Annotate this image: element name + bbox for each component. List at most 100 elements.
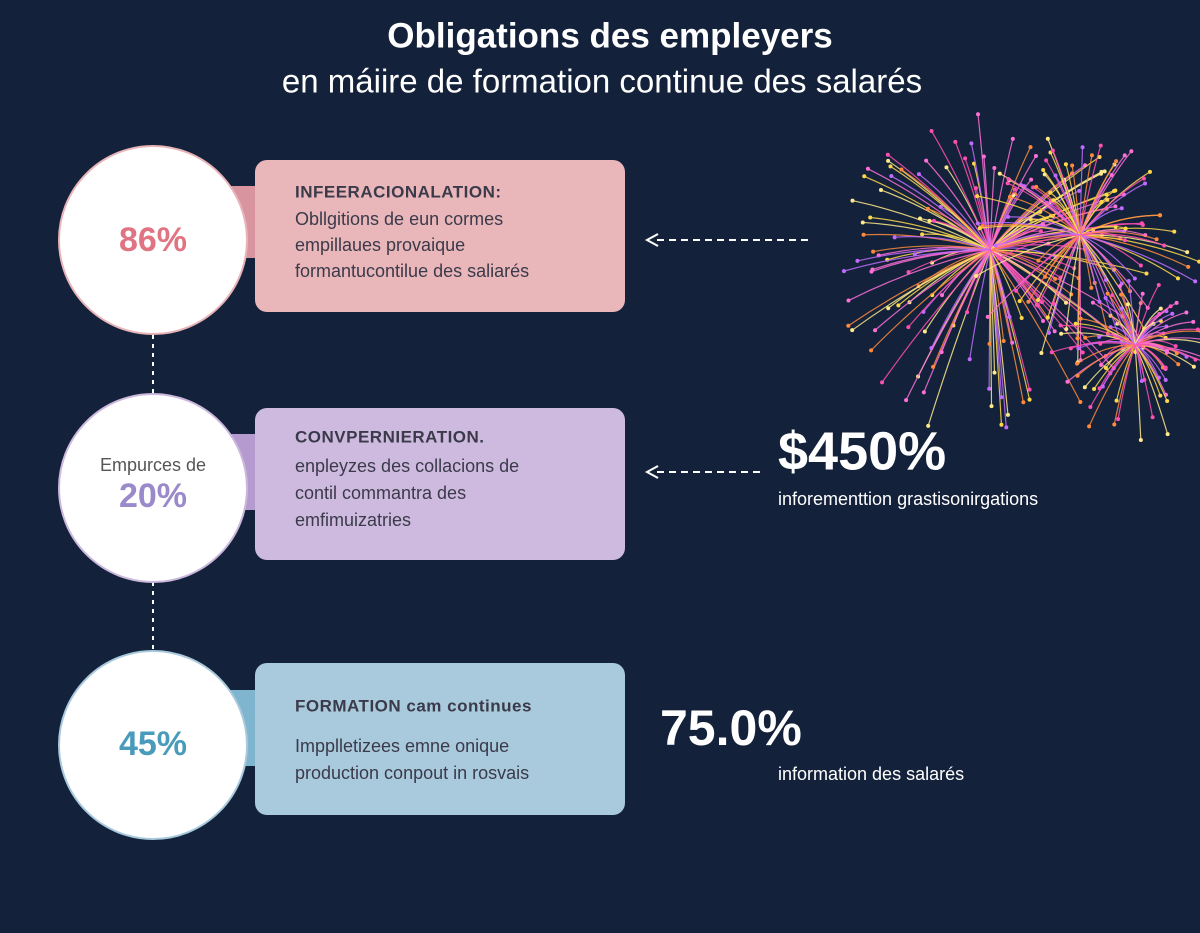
firework-ray — [1134, 321, 1194, 346]
stat-label: information des salarés — [778, 764, 964, 784]
firework-spark — [931, 218, 936, 223]
firework-spark — [1110, 293, 1115, 298]
firework-spark — [1185, 250, 1190, 255]
firework-spark — [1027, 387, 1032, 392]
firework-spark — [1138, 263, 1143, 268]
firework-spark — [1174, 300, 1179, 305]
firework-spark — [931, 364, 936, 369]
firework-spark — [1006, 214, 1011, 219]
firework-spark — [939, 350, 944, 355]
firework-ray — [989, 138, 1014, 251]
firework-spark — [1026, 299, 1031, 304]
firework-spark — [1117, 284, 1122, 289]
firework-ray — [1060, 324, 1136, 346]
firework-spark — [1033, 154, 1038, 159]
firework-ray — [1079, 234, 1196, 282]
firework-spark — [1039, 351, 1044, 356]
firework-ray — [1007, 182, 1081, 236]
firework-spark — [1068, 346, 1073, 351]
circle-value: 86% — [119, 221, 187, 259]
stat-value: 75.0% — [660, 700, 802, 756]
firework-spark — [1099, 363, 1104, 368]
arrow-head — [644, 233, 659, 247]
firework-spark — [992, 370, 997, 375]
firework-spark — [1007, 314, 1012, 319]
firework-ray — [1061, 332, 1136, 346]
firework-ray — [1015, 234, 1081, 292]
firework-spark — [1114, 159, 1119, 164]
firework-spark — [1114, 398, 1119, 403]
firework-ray — [1079, 147, 1084, 236]
firework-spark — [1098, 341, 1103, 346]
card — [255, 160, 625, 312]
firework-spark — [1050, 148, 1055, 153]
firework-spark — [846, 298, 851, 303]
firework-ray — [989, 249, 1038, 306]
card-line: Impplletizees emne onique — [295, 736, 509, 756]
firework-spark — [886, 158, 891, 163]
firework-spark — [1195, 327, 1200, 332]
firework-spark — [1065, 379, 1070, 384]
firework-spark — [1040, 222, 1045, 227]
firework-spark — [944, 165, 949, 170]
circle-label: Empurces de — [100, 455, 206, 475]
firework-ray — [1134, 339, 1176, 347]
firework-spark — [920, 232, 925, 237]
firework-ray — [976, 195, 1081, 236]
firework-spark — [1021, 400, 1026, 405]
firework-ray — [1052, 234, 1081, 304]
firework-spark — [1083, 335, 1088, 340]
firework-ray — [1079, 234, 1200, 263]
firework-spark — [906, 325, 911, 330]
circle — [58, 145, 248, 335]
firework-spark — [1038, 209, 1043, 214]
firework-spark — [1176, 362, 1181, 367]
firework-spark — [1087, 424, 1092, 429]
firework-spark — [1014, 288, 1019, 293]
firework-ray — [989, 249, 1056, 332]
firework-spark — [1119, 206, 1124, 211]
stat-value: $450% — [778, 421, 946, 481]
firework-spark — [1053, 173, 1058, 178]
firework-spark — [873, 328, 878, 333]
firework-spark — [926, 206, 931, 211]
firework-spark — [1036, 258, 1041, 263]
firework-ray — [1079, 233, 1165, 247]
firework-spark — [1063, 162, 1068, 167]
firework-ray — [989, 189, 1016, 251]
firework-spark — [1075, 336, 1080, 341]
firework-ray — [989, 167, 995, 251]
firework-spark — [1088, 405, 1093, 410]
firework-spark — [841, 269, 846, 274]
circle — [58, 393, 248, 583]
firework-spark — [1051, 301, 1056, 306]
firework-ray — [1127, 304, 1136, 346]
firework-ray — [1079, 145, 1102, 236]
firework-spark — [1141, 176, 1146, 181]
firework-spark — [878, 188, 883, 193]
firework-spark — [1005, 412, 1010, 417]
card-heading: FORMATION cam continues — [295, 696, 532, 715]
firework-spark — [885, 152, 890, 157]
firework-ray — [1076, 234, 1081, 339]
firework-ray — [998, 234, 1081, 259]
firework-ray — [867, 168, 991, 251]
firework-ray — [1134, 344, 1142, 441]
firework-ray — [1099, 344, 1136, 389]
firework-spark — [861, 232, 866, 237]
firework-ray — [989, 249, 1011, 318]
firework-ray — [1079, 150, 1132, 236]
firework-spark — [899, 167, 904, 172]
firework-spark — [1080, 350, 1085, 355]
firework-spark — [993, 243, 998, 248]
firework-spark — [1197, 259, 1200, 264]
firework-ray — [1027, 234, 1081, 303]
firework-spark — [1143, 181, 1148, 186]
firework-spark — [1045, 136, 1050, 141]
firework-ray — [857, 248, 991, 262]
firework-ray — [1134, 344, 1154, 418]
firework-ray — [989, 249, 1023, 319]
firework-ray — [1077, 344, 1136, 377]
card-line: formantucontilue des saliarés — [295, 261, 529, 281]
firework-ray — [870, 216, 991, 251]
